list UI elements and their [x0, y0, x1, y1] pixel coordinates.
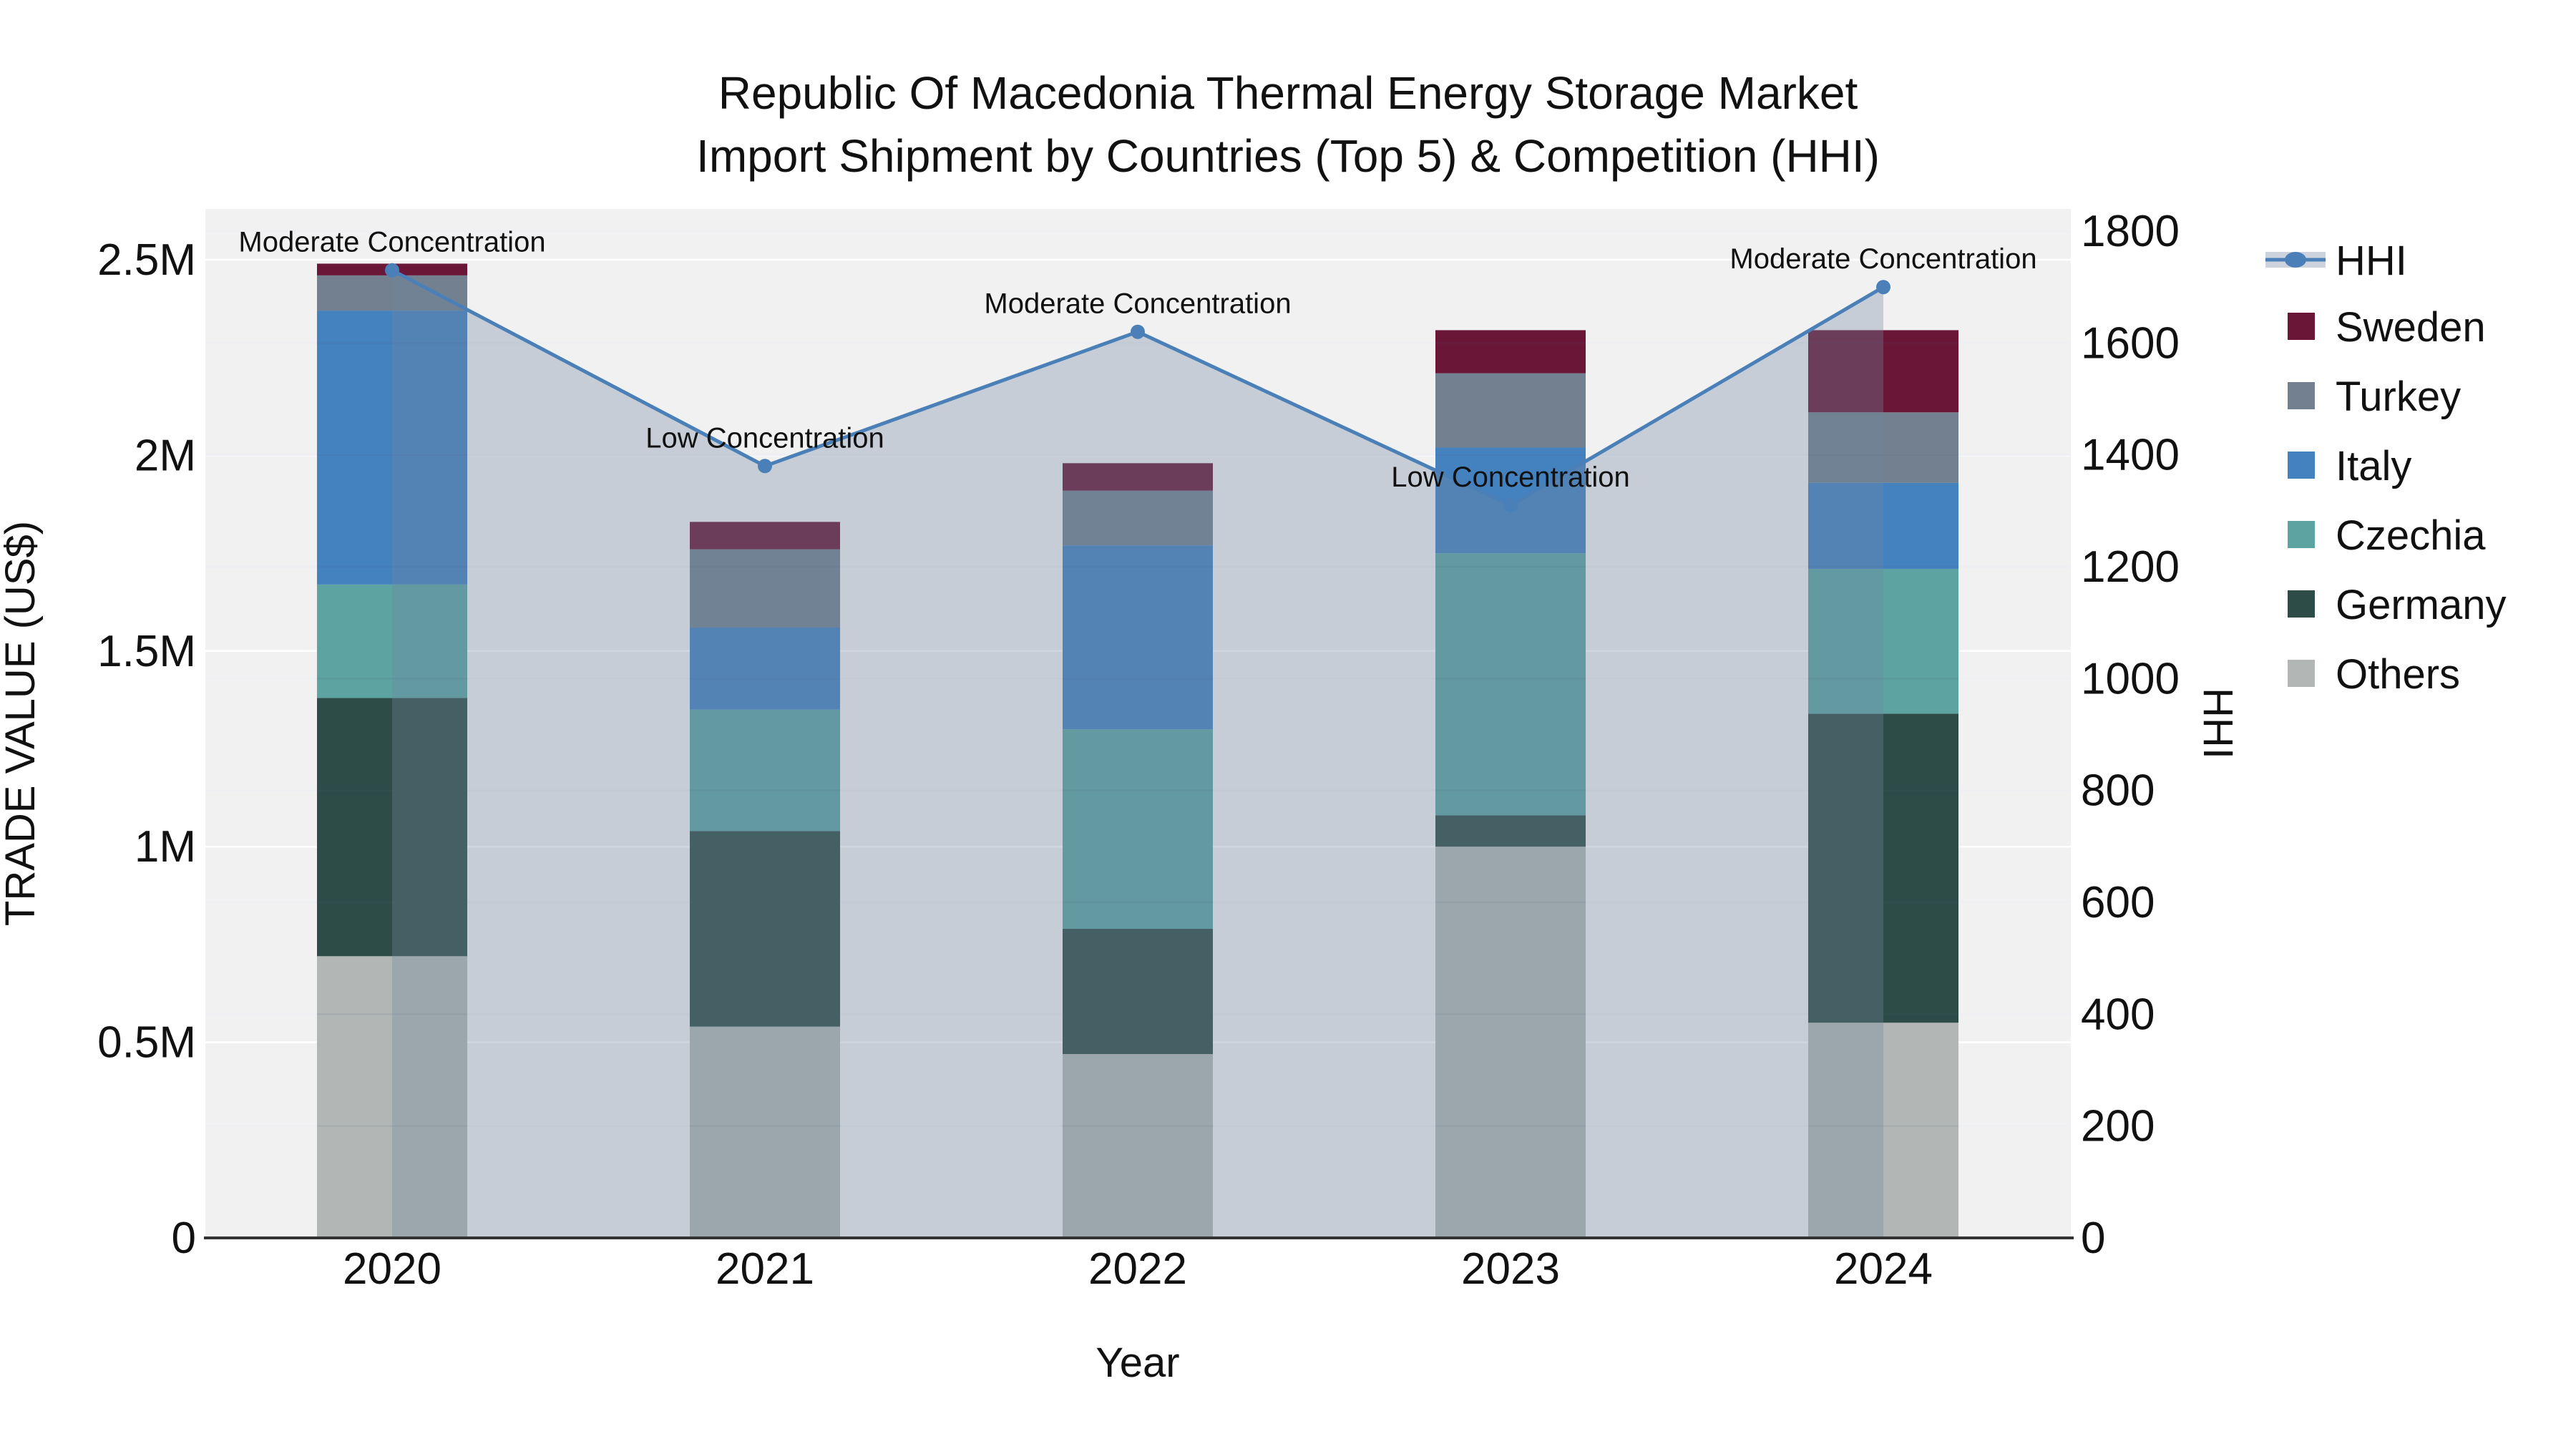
- y-right-tick-label-1000: 1000: [2081, 654, 2180, 703]
- y-right-tick-label-1800: 1800: [2081, 207, 2180, 256]
- y-left-tick-label-2.5M: 2.5M: [97, 235, 196, 285]
- legend-item-germany[interactable]: Germany: [2288, 582, 2507, 628]
- annotation-2020: Moderate Concentration: [238, 227, 545, 258]
- annotations-layer: Moderate Concentration Low Concentration M…: [238, 227, 2036, 493]
- x-tick-label-2020: 2020: [343, 1244, 441, 1294]
- chart-title-line2: Import Shipment by Countries (Top 5) & C…: [696, 130, 1880, 182]
- bar-segment-turkey-2023[interactable]: [1435, 373, 1586, 448]
- legend-swatch-sweden: [2288, 313, 2315, 340]
- x-tick-label-2021: 2021: [716, 1244, 814, 1294]
- x-axis-title: Year: [1096, 1340, 1179, 1386]
- annotation-2023: Low Concentration: [1391, 462, 1630, 493]
- legend-label-italy[interactable]: Italy: [2336, 443, 2411, 489]
- hhi-line-layer: [385, 263, 1890, 512]
- y-right-tick-label-0: 0: [2081, 1214, 2105, 1263]
- axes-layer: 0 0.5M 1M 1.5M 2M 2.5M 0 200 400 600 800 1000 1200 14…: [97, 207, 2180, 1294]
- bar-segment-turkey-2024[interactable]: [1808, 412, 1958, 483]
- y-right-tick-label-1400: 1400: [2081, 431, 2180, 480]
- hhi-marker-2021[interactable]: [758, 459, 772, 474]
- y-left-tick-label-2M: 2M: [135, 431, 196, 480]
- bar-segment-czechia-2021[interactable]: [690, 709, 840, 831]
- bar-segment-others-2022[interactable]: [1063, 1054, 1213, 1238]
- bar-segment-germany-2024[interactable]: [1808, 713, 1958, 1023]
- legend-swatch-germany: [2288, 590, 2315, 618]
- bar-segment-italy-2021[interactable]: [690, 627, 840, 710]
- y-right-tick-label-1600: 1600: [2081, 318, 2180, 368]
- y-left-tick-label-1.5M: 1.5M: [97, 627, 196, 676]
- bar-segment-italy-2022[interactable]: [1063, 545, 1213, 730]
- hhi-marker-2024[interactable]: [1876, 280, 1890, 295]
- y-left-tick-label-0.5M: 0.5M: [97, 1018, 196, 1068]
- legend-label-germany[interactable]: Germany: [2336, 582, 2507, 628]
- legend-label-turkey[interactable]: Turkey: [2336, 374, 2461, 420]
- legend-swatch-turkey: [2288, 382, 2315, 409]
- legend-swatch-italy: [2288, 452, 2315, 479]
- bar-segment-sweden-2021[interactable]: [690, 522, 840, 550]
- bar-segment-germany-2022[interactable]: [1063, 929, 1213, 1055]
- y-right-axis-title: HHI: [2195, 688, 2241, 759]
- y-right-tick-label-600: 600: [2081, 878, 2155, 927]
- annotation-2022: Moderate Concentration: [984, 288, 1291, 320]
- bar-segment-others-2020[interactable]: [317, 956, 467, 1238]
- bar-segment-others-2024[interactable]: [1808, 1023, 1958, 1238]
- y-left-tick-label-1M: 1M: [135, 822, 196, 872]
- bar-segment-sweden-2022[interactable]: [1063, 463, 1213, 491]
- bar-segment-turkey-2020[interactable]: [317, 275, 467, 311]
- y-right-tick-label-800: 800: [2081, 766, 2155, 816]
- bar-segment-germany-2021[interactable]: [690, 831, 840, 1027]
- annotation-2021: Low Concentration: [645, 422, 884, 454]
- y-left-axis-title: TRADE VALUE (US$): [0, 521, 44, 926]
- bar-segment-germany-2023[interactable]: [1435, 815, 1586, 847]
- hhi-marker-2023[interactable]: [1503, 498, 1518, 512]
- annotation-2024: Moderate Concentration: [1729, 243, 2036, 275]
- y-right-tick-label-400: 400: [2081, 990, 2155, 1039]
- y-right-tick-label-200: 200: [2081, 1102, 2155, 1151]
- legend-label-hhi[interactable]: HHI: [2336, 238, 2407, 284]
- bar-segment-sweden-2024[interactable]: [1808, 330, 1958, 413]
- y-right-tick-label-1200: 1200: [2081, 542, 2180, 592]
- legend-layer: HHI Sweden Turkey Italy Czechia Germany Others: [2265, 238, 2507, 698]
- legend-swatch-others: [2288, 660, 2315, 687]
- legend-item-italy[interactable]: Italy: [2288, 443, 2411, 489]
- bar-segment-turkey-2022[interactable]: [1063, 490, 1213, 546]
- x-tick-label-2023: 2023: [1461, 1244, 1560, 1294]
- bar-segment-others-2021[interactable]: [690, 1026, 840, 1238]
- legend-item-others[interactable]: Others: [2288, 651, 2460, 698]
- bar-segment-czechia-2022[interactable]: [1063, 729, 1213, 930]
- legend-hhi-marker-sample: [2285, 252, 2306, 268]
- legend-swatch-czechia: [2288, 521, 2315, 548]
- bars-layer: [317, 263, 1958, 1238]
- chart-title-line1: Republic Of Macedonia Thermal Energy Sto…: [718, 67, 1858, 119]
- bar-segment-italy-2024[interactable]: [1808, 482, 1958, 569]
- x-tick-label-2022: 2022: [1088, 1244, 1187, 1294]
- bar-segment-czechia-2020[interactable]: [317, 584, 467, 698]
- hhi-marker-2022[interactable]: [1131, 324, 1145, 339]
- legend-item-turkey[interactable]: Turkey: [2288, 374, 2461, 420]
- legend-item-sweden[interactable]: Sweden: [2288, 304, 2486, 351]
- gridline-overlay-layer: [205, 230, 2071, 1127]
- legend-item-hhi[interactable]: HHI: [2265, 238, 2407, 284]
- bar-segment-czechia-2024[interactable]: [1808, 568, 1958, 714]
- legend-item-czechia[interactable]: Czechia: [2288, 512, 2486, 559]
- hhi-marker-2020[interactable]: [385, 263, 399, 278]
- legend-label-sweden[interactable]: Sweden: [2336, 304, 2486, 351]
- y-left-tick-label-0: 0: [172, 1214, 196, 1263]
- bar-segment-italy-2020[interactable]: [317, 311, 467, 585]
- bar-segment-others-2023[interactable]: [1435, 847, 1586, 1238]
- bar-segment-turkey-2021[interactable]: [690, 549, 840, 628]
- legend-label-czechia[interactable]: Czechia: [2336, 512, 2486, 559]
- bar-segment-germany-2020[interactable]: [317, 698, 467, 957]
- x-tick-label-2024: 2024: [1834, 1244, 1933, 1294]
- bar-segment-sweden-2023[interactable]: [1435, 330, 1586, 374]
- legend-label-others[interactable]: Others: [2336, 651, 2460, 698]
- bar-segment-czechia-2023[interactable]: [1435, 553, 1586, 816]
